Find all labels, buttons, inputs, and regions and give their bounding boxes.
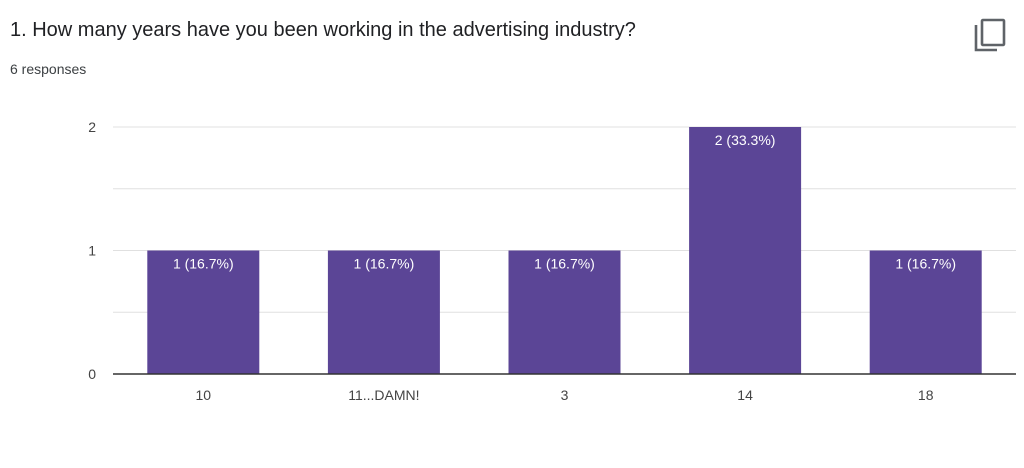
bar	[869, 250, 982, 374]
bar	[147, 250, 260, 374]
bar-data-label: 1 (16.7%)	[895, 256, 956, 272]
y-tick-label: 1	[88, 243, 96, 259]
copy-icon	[974, 18, 1006, 52]
chart-axes: 0 1 2 10 11...DAMN! 3 14 18	[88, 119, 1016, 403]
bar	[508, 250, 621, 374]
bar	[689, 127, 802, 374]
response-count: 6 responses	[10, 61, 87, 77]
x-tick-label: 11...DAMN!	[348, 387, 419, 403]
chart-bars: 1 (16.7%) 1 (16.7%) 1 (16.7%) 2 (33.3%) 1 (1…	[147, 127, 982, 374]
x-tick-label: 18	[918, 387, 934, 403]
bar-data-label: 2 (33.3%)	[715, 132, 776, 148]
bar	[327, 250, 440, 374]
x-tick-label: 14	[737, 387, 753, 403]
copy-chart-button[interactable]	[973, 16, 1009, 56]
bar-data-label: 1 (16.7%)	[354, 256, 415, 272]
bar-data-label: 1 (16.7%)	[173, 256, 234, 272]
y-tick-label: 0	[88, 366, 96, 382]
question-title: 1. How many years have you been working …	[10, 19, 636, 41]
x-tick-label: 10	[196, 387, 212, 403]
y-tick-label: 2	[88, 119, 96, 135]
bar-data-label: 1 (16.7%)	[534, 256, 595, 272]
x-tick-label: 3	[561, 387, 569, 403]
